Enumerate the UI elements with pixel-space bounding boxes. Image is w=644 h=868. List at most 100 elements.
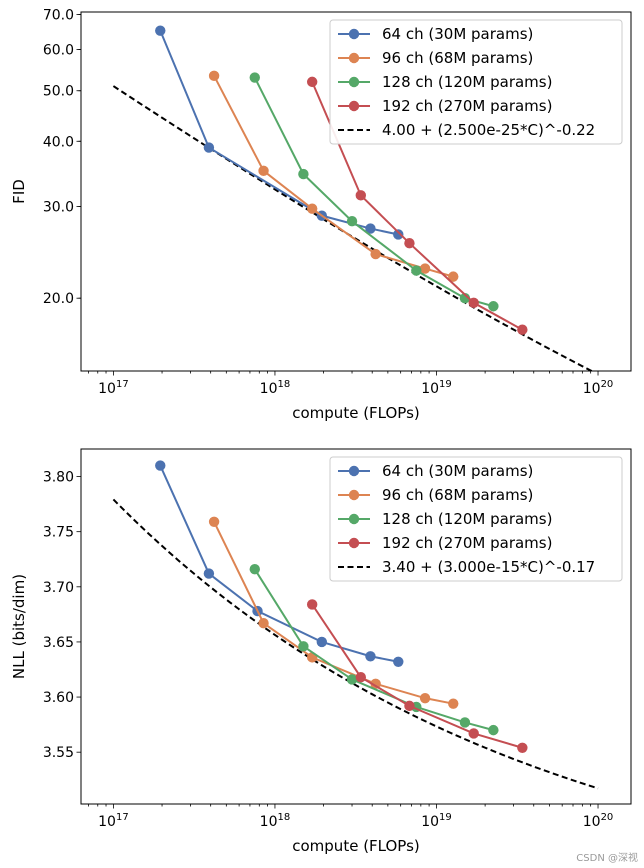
- data-point: [468, 728, 479, 739]
- x-axis-label: compute (FLOPs): [292, 404, 420, 422]
- x-tick-label: 1019: [421, 812, 452, 830]
- series-3: [249, 563, 499, 736]
- data-point: [459, 292, 471, 304]
- y-tick-label: 70.0: [43, 8, 74, 24]
- x-tick-label: 1020: [583, 379, 614, 397]
- legend-label: 64 ch (30M params): [382, 25, 533, 43]
- x-tick-label: 1017: [98, 812, 129, 830]
- data-point: [203, 568, 215, 579]
- data-point: [404, 700, 415, 712]
- watermark: CSDN @深视: [576, 853, 638, 864]
- data-point: [155, 25, 166, 36]
- data-point: [370, 248, 381, 260]
- data-point: [365, 223, 376, 234]
- data-point: [298, 168, 309, 180]
- legend-label: 128 ch (120M params): [382, 510, 552, 528]
- data-point: [306, 203, 318, 214]
- data-point: [298, 641, 309, 652]
- data-point: [448, 271, 459, 282]
- legend-marker: [348, 100, 360, 112]
- data-point: [203, 142, 215, 153]
- legend-label: 96 ch (68M params): [382, 49, 533, 67]
- data-point: [419, 263, 431, 274]
- plot-frame: [80, 11, 632, 372]
- data-point: [393, 229, 404, 240]
- data-point: [517, 324, 528, 335]
- data-point: [365, 651, 376, 662]
- x-tick-label: 1018: [260, 812, 291, 830]
- data-point: [258, 617, 269, 629]
- series-4: [306, 76, 528, 335]
- legend-label: 64 ch (30M params): [382, 462, 533, 480]
- data-point: [258, 165, 269, 177]
- y-tick-label: 20.0: [43, 291, 74, 307]
- data-point: [346, 674, 358, 685]
- series-4: [306, 599, 528, 753]
- data-point: [404, 237, 415, 249]
- data-point: [448, 698, 459, 709]
- y-tick-label: 60.0: [43, 42, 74, 58]
- y-tick-label: 30.0: [43, 199, 74, 215]
- x-axis-label: compute (FLOPs): [292, 837, 420, 855]
- legend-box: [329, 456, 623, 582]
- legend-marker: [348, 537, 360, 549]
- y-tick-label: 3.75: [43, 525, 74, 541]
- data-point: [488, 301, 499, 312]
- plot-area: [112, 25, 594, 371]
- legend-marker: [348, 76, 360, 88]
- fit-curve: [112, 498, 599, 790]
- y-tick-label: 3.65: [43, 635, 74, 651]
- legend-marker: [348, 513, 360, 525]
- series-1: [155, 460, 404, 667]
- y-tick-label: 3.70: [43, 580, 74, 596]
- y-tick-label: 3.55: [43, 745, 74, 761]
- x-axis: 1017 1018 1019 1020: [87, 804, 614, 830]
- legend-marker: [348, 28, 360, 40]
- data-point: [488, 724, 499, 736]
- plot-frame: [80, 448, 632, 805]
- y-axis: 20.0 30.0 40.0 50.0 60.0 70.0: [43, 8, 81, 307]
- legend-box: [329, 19, 623, 145]
- data-point: [346, 216, 358, 227]
- data-point: [208, 516, 220, 527]
- x-tick-label: 1020: [583, 812, 614, 830]
- legend-label: 3.40 + (3.000e-15*C)^-0.17: [382, 558, 595, 576]
- data-point: [393, 656, 404, 667]
- data-point: [355, 672, 367, 683]
- data-point: [468, 297, 479, 308]
- data-point: [249, 72, 260, 83]
- data-point: [517, 742, 528, 753]
- x-tick-label: 1019: [421, 379, 452, 397]
- legend: 64 ch (30M params) 96 ch (68M params) 128 …: [329, 19, 623, 145]
- legend-label: 96 ch (68M params): [382, 486, 533, 504]
- data-point: [459, 717, 471, 728]
- data-point: [355, 190, 367, 201]
- x-axis: 1017 1018 1019 1020: [87, 371, 614, 397]
- data-point: [208, 70, 220, 82]
- y-axis: 3.55 3.60 3.65 3.70 3.75 3.80: [43, 470, 81, 761]
- data-point: [306, 76, 318, 88]
- series-2: [208, 70, 459, 282]
- y-tick-label: 3.60: [43, 690, 74, 706]
- data-point: [306, 599, 318, 610]
- y-tick-label: 50.0: [43, 84, 74, 100]
- data-point: [316, 636, 328, 648]
- legend-label: 4.00 + (2.500e-25*C)^-0.22: [382, 121, 595, 139]
- legend-marker: [348, 489, 360, 501]
- legend-label: 192 ch (270M params): [382, 534, 552, 552]
- y-axis-label: FID: [10, 179, 28, 204]
- legend: 64 ch (30M params) 96 ch (68M params) 128 …: [329, 456, 623, 582]
- plot-area: [112, 460, 599, 790]
- data-point: [419, 692, 431, 704]
- x-tick-label: 1017: [98, 379, 129, 397]
- y-tick-label: 3.80: [43, 470, 74, 486]
- legend-label: 192 ch (270M params): [382, 97, 552, 115]
- data-point: [411, 265, 422, 276]
- y-tick-label: 40.0: [43, 134, 74, 150]
- legend-marker: [348, 52, 360, 64]
- x-tick-label: 1018: [260, 379, 291, 397]
- legend-marker: [348, 465, 360, 477]
- data-point: [249, 563, 260, 575]
